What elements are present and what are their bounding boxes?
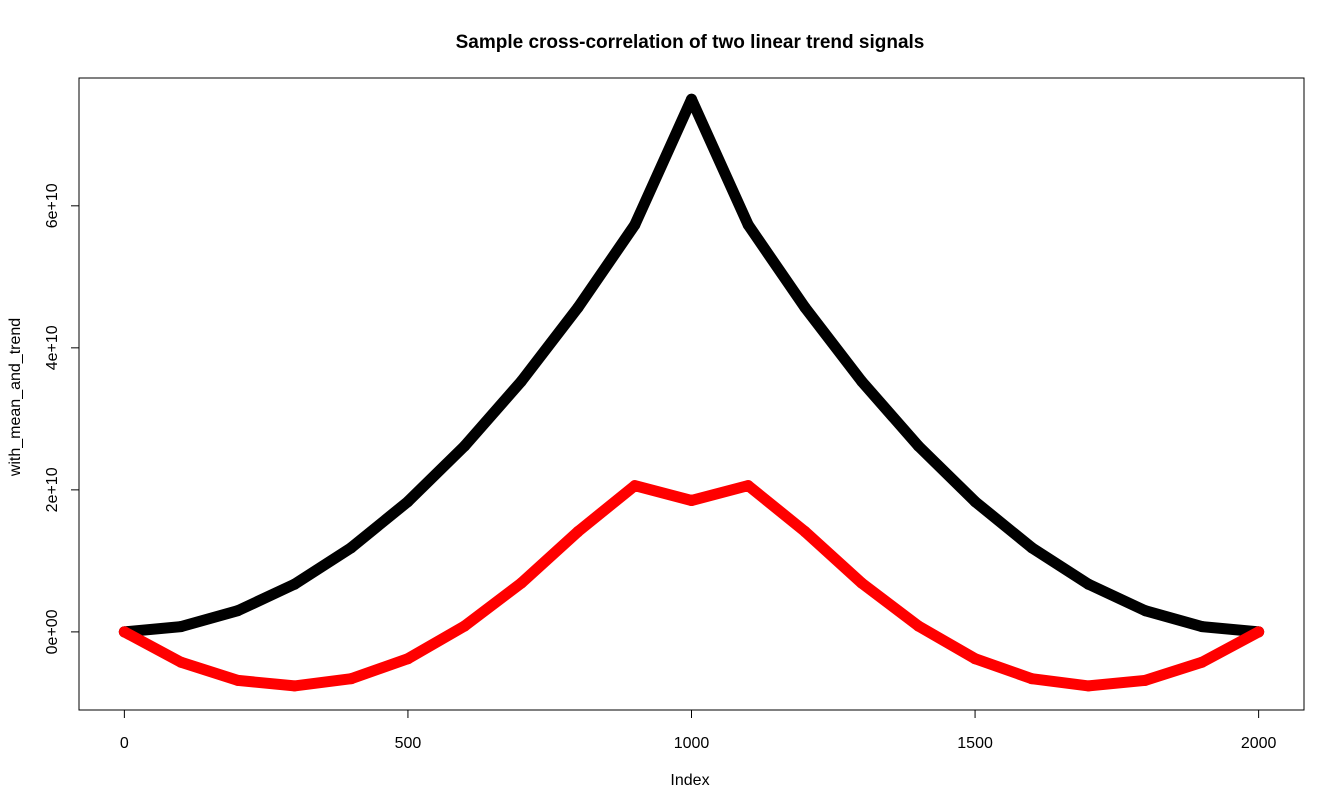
series-1-point xyxy=(289,578,301,590)
series-1-point xyxy=(1139,605,1151,617)
x-axis-label: Index xyxy=(670,772,709,789)
x-tick-label: 2000 xyxy=(1241,735,1277,752)
plot-frame xyxy=(78,77,1305,711)
series-2-point xyxy=(1139,674,1151,686)
chart-title: Sample cross-correlation of two linear t… xyxy=(456,32,925,53)
series-2-point xyxy=(856,577,868,589)
series-1-point xyxy=(515,375,527,387)
series-2-point xyxy=(175,656,187,668)
x-tick-label: 0 xyxy=(120,735,129,752)
series-1-point xyxy=(799,301,811,313)
series-1-point xyxy=(1196,621,1208,633)
series-2-point xyxy=(969,653,981,665)
series-2-point xyxy=(515,577,527,589)
series-2-point xyxy=(912,620,924,632)
series-2-point xyxy=(686,495,697,507)
y-tick-label: 4e+10 xyxy=(44,325,61,370)
x-axis: 0 500 1000 1500 2000 xyxy=(120,709,1277,752)
series-1-point xyxy=(856,375,868,387)
series-1-point xyxy=(345,542,357,554)
series-2-point xyxy=(1196,656,1208,668)
series-1-point xyxy=(175,621,187,633)
series-1-point xyxy=(459,440,471,452)
series-1-trace xyxy=(118,93,1265,638)
series-2-point xyxy=(742,480,754,492)
x-tick-label: 1000 xyxy=(674,735,710,752)
series-1-point xyxy=(629,219,641,231)
series-2-point xyxy=(459,620,471,632)
x-tick-label: 1500 xyxy=(957,735,993,752)
series-2-point xyxy=(572,526,584,538)
series-2-point xyxy=(1026,673,1038,685)
series-1-point xyxy=(969,496,981,508)
series-2-point xyxy=(345,673,357,685)
y-tick-label: 2e+10 xyxy=(44,467,61,512)
y-axis: 0e+00 2e+10 4e+10 6e+10 xyxy=(44,183,80,654)
series-1-point xyxy=(912,440,924,452)
series-1-point xyxy=(686,93,697,105)
x-tick-label: 500 xyxy=(395,735,422,752)
series-1-point xyxy=(1026,542,1038,554)
series-1-point xyxy=(1082,578,1094,590)
series-2-point xyxy=(799,526,811,538)
series-2-point xyxy=(629,480,641,492)
series-2-point xyxy=(402,653,414,665)
series-2-point xyxy=(232,674,244,686)
series-2-point xyxy=(118,626,130,638)
series-2-point xyxy=(289,680,301,692)
series-layer xyxy=(118,93,1265,692)
series-1-point xyxy=(572,301,584,313)
y-tick-label: 6e+10 xyxy=(44,183,61,228)
y-axis-label: with_mean_and_trend xyxy=(7,318,24,477)
series-2-point xyxy=(1082,680,1094,692)
y-tick-label: 0e+00 xyxy=(44,609,61,654)
series-2-point xyxy=(1253,626,1265,638)
series-1-point xyxy=(742,219,754,231)
series-1-point xyxy=(402,496,414,508)
series-1-point xyxy=(232,605,244,617)
